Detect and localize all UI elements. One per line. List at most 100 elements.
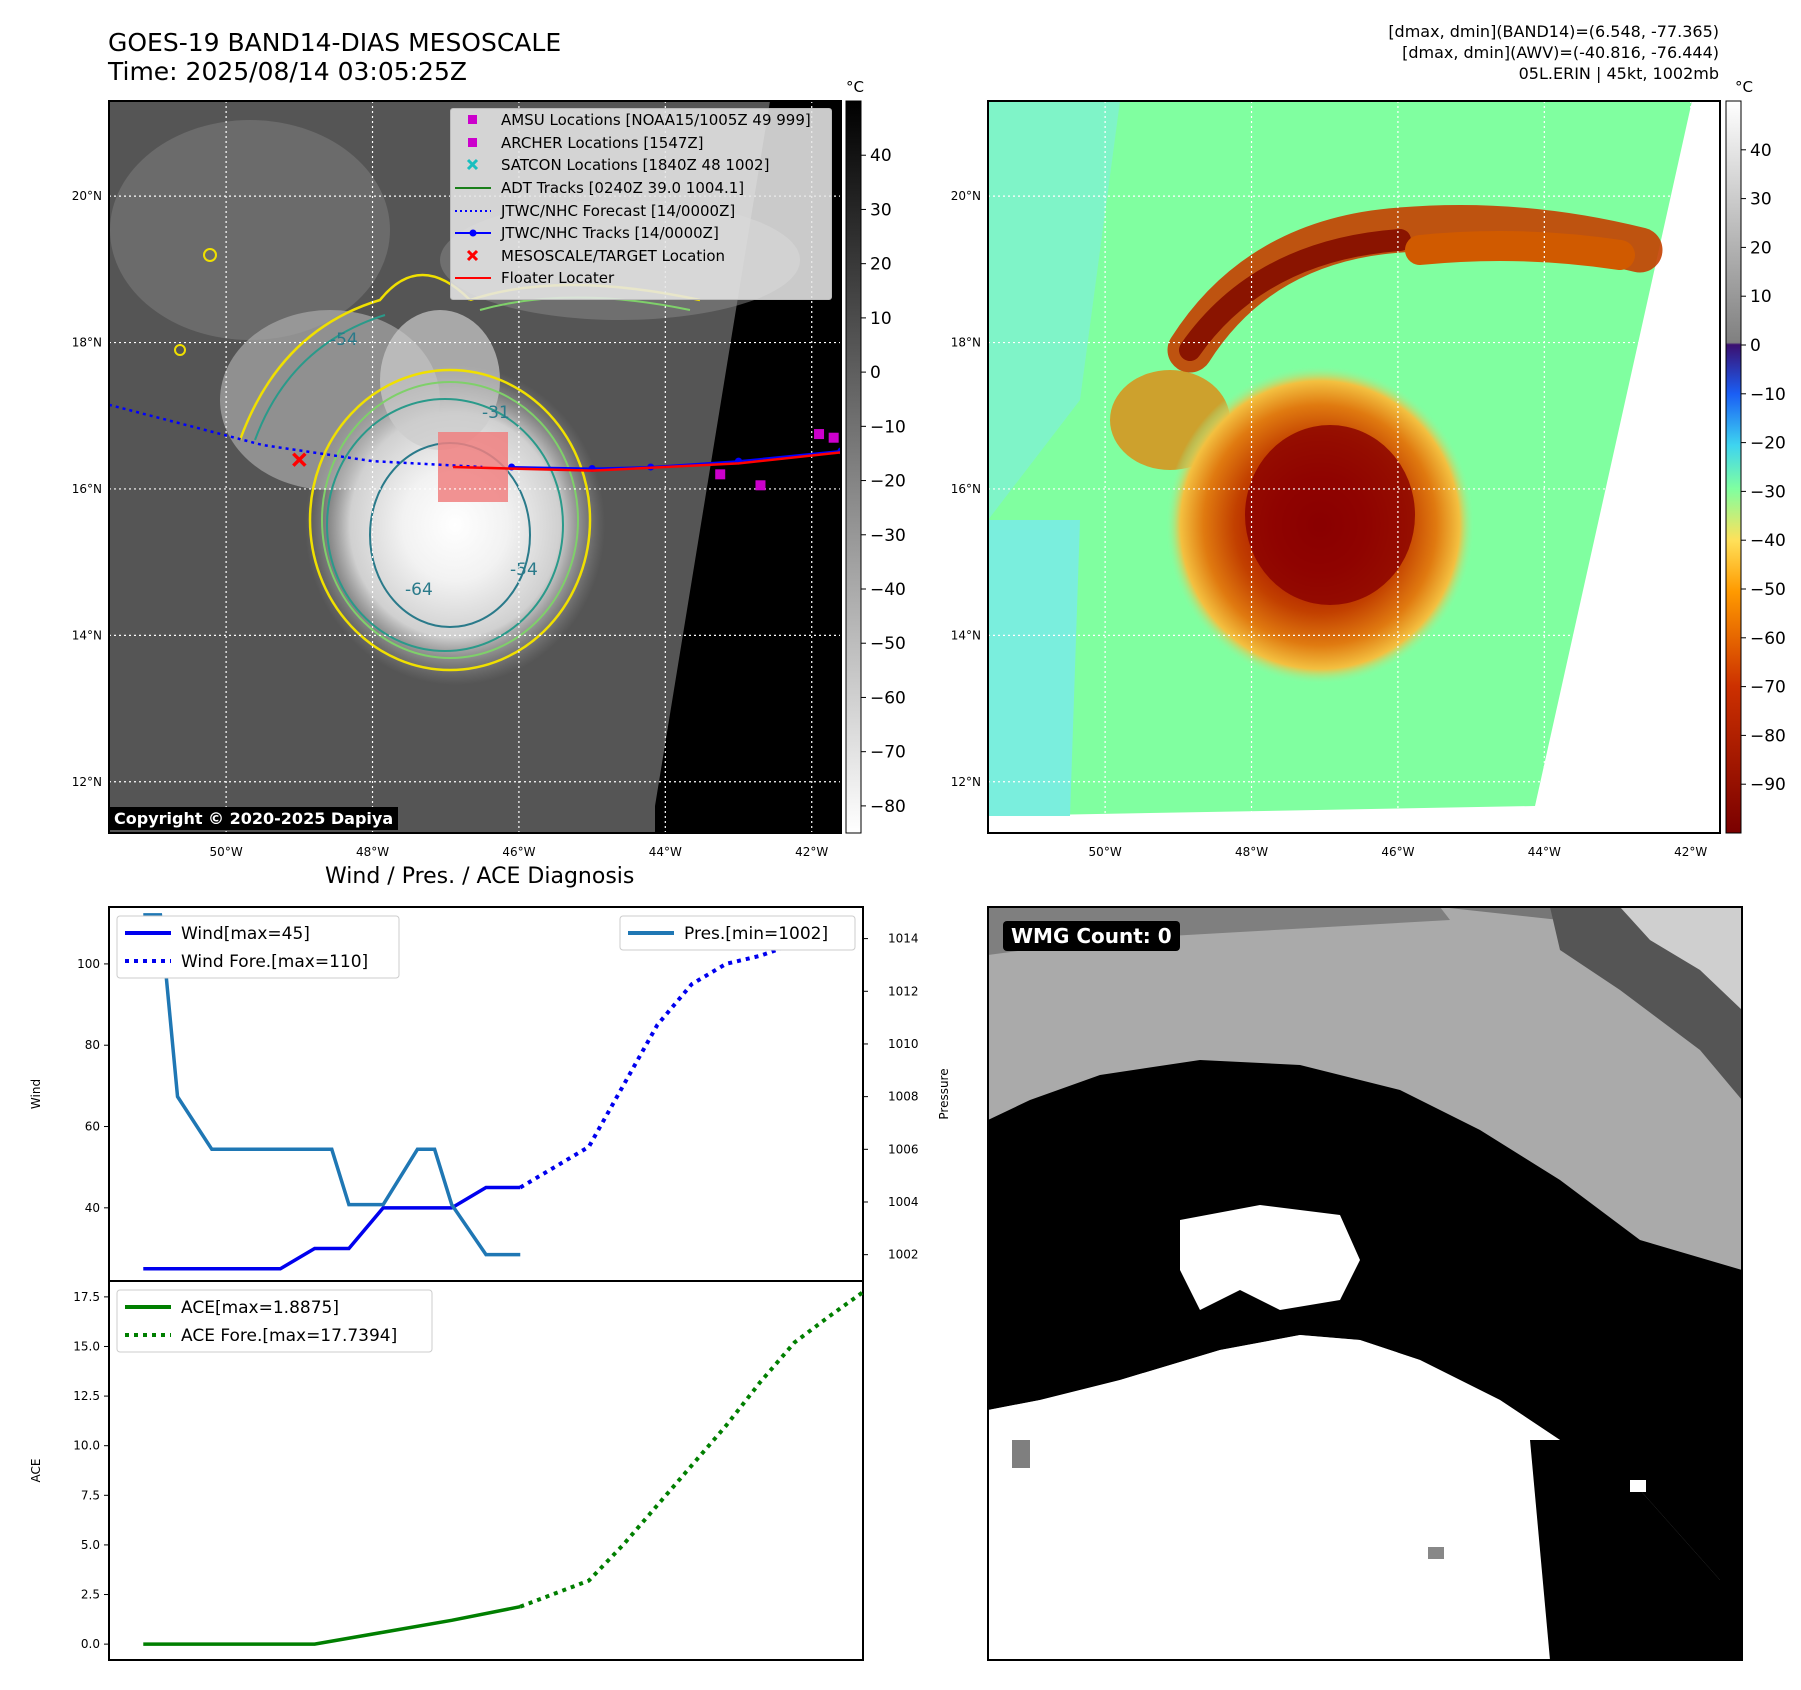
figure-time: Time: 2025/08/14 03:05:25Z bbox=[108, 57, 467, 86]
ace-tick-label: 7.5 bbox=[81, 1488, 100, 1502]
ir-map-panel: -31 -54 -64 -54 50°W 48°W 46°W 44°W 42°W 20°N… bbox=[72, 78, 1786, 859]
colorbar-tick-label: 0 bbox=[1750, 336, 1761, 356]
map-legend: AMSU Locations [NOAA15/1005Z 49 999] ARCH… bbox=[450, 108, 832, 300]
colorbar-tick-label: −20 bbox=[870, 472, 906, 492]
pressure-tick-label: 1012 bbox=[888, 984, 919, 998]
ace-tick-label: 10.0 bbox=[73, 1439, 100, 1453]
ace-tick-label: 15.0 bbox=[73, 1339, 100, 1353]
colorbar-tick-label: −80 bbox=[870, 797, 906, 817]
contour-label: -64 bbox=[405, 580, 433, 600]
legend-label: ARCHER Locations [1547Z] bbox=[501, 133, 704, 152]
legend-label: Floater Locater bbox=[501, 269, 615, 288]
legend-swatch bbox=[455, 187, 491, 190]
legend-swatch bbox=[455, 229, 491, 237]
lat-tick-label: 20°N bbox=[951, 189, 981, 203]
lat-tick-label: 16°N bbox=[951, 482, 981, 496]
diagnosis-legend-box bbox=[116, 1289, 433, 1353]
colorbar-tick-label: −50 bbox=[1750, 580, 1786, 600]
pressure-tick-label: 1010 bbox=[888, 1037, 919, 1051]
pressure-tick-label: 1006 bbox=[888, 1142, 919, 1156]
amsu-point bbox=[828, 432, 839, 443]
colorbar-tick-label: −80 bbox=[1750, 726, 1786, 746]
colorbar-tick-label: 40 bbox=[870, 146, 892, 166]
colorbar-tick-label: −90 bbox=[1750, 775, 1786, 795]
left-axis-ticks: 50°W 48°W 46°W 44°W 42°W 20°N 18°N 16°N 14°N 12°N bbox=[72, 189, 829, 859]
colorbar-tick-label: 30 bbox=[870, 200, 892, 220]
legend-label: SATCON Locations [1840Z 48 1002] bbox=[501, 156, 770, 175]
forecast-track-line bbox=[109, 403, 483, 469]
gray-colorbar bbox=[845, 100, 862, 834]
colorbar-tick-label: 30 bbox=[1750, 190, 1772, 210]
legend-swatch bbox=[466, 249, 479, 261]
diagnosis-legend-label: ACE Fore.[max=17.7394] bbox=[181, 1326, 397, 1346]
lat-tick-label: 14°N bbox=[72, 628, 102, 642]
diagnosis-legend-box bbox=[116, 915, 400, 979]
legend-swatch bbox=[466, 159, 479, 171]
legend-marker bbox=[468, 115, 477, 125]
wmg-panel bbox=[987, 906, 1743, 1661]
ace-tick-label: 12.5 bbox=[73, 1389, 100, 1403]
gray-colorbar-unit: °C bbox=[846, 78, 864, 96]
legend-entry: AMSU Locations [NOAA15/1005Z 49 999] bbox=[451, 109, 831, 132]
legend-label: JTWC/NHC Forecast [14/0000Z] bbox=[501, 201, 736, 220]
color-colorbar-unit: °C bbox=[1735, 78, 1753, 96]
series-line bbox=[143, 913, 521, 1257]
wind-tick-label: 60 bbox=[85, 1120, 100, 1134]
lat-tick-label: 16°N bbox=[72, 482, 102, 496]
legend-entry: ADT Tracks [0240Z 39.0 1004.1] bbox=[451, 177, 831, 200]
amsu-point bbox=[715, 469, 726, 480]
ace-tick-label: 2.5 bbox=[81, 1588, 100, 1602]
legend-marker bbox=[469, 229, 477, 237]
series-line bbox=[519, 941, 796, 1190]
colorbar-tick-label: −70 bbox=[1750, 678, 1786, 698]
color-colorbar bbox=[1725, 100, 1742, 834]
legend-marker bbox=[466, 249, 479, 261]
colorbar-tick-label: −10 bbox=[1750, 385, 1786, 405]
lat-tick-label: 12°N bbox=[72, 775, 102, 789]
diagnosis-title: Wind / Pres. / ACE Diagnosis bbox=[325, 864, 635, 889]
right-gridlines bbox=[988, 101, 1720, 833]
amsu-point bbox=[755, 480, 766, 491]
contour-label: -54 bbox=[510, 560, 538, 580]
lat-tick-label: 14°N bbox=[951, 628, 981, 642]
lat-tick-label: 20°N bbox=[72, 189, 102, 203]
diagnosis-axes-frame bbox=[108, 1280, 864, 1661]
ace-tick-label: 5.0 bbox=[81, 1538, 100, 1552]
legend-entry: MESOSCALE/TARGET Location bbox=[451, 245, 831, 268]
colorbar-tick-label: −50 bbox=[870, 634, 906, 654]
pressure-axis-label: Pressure bbox=[937, 1068, 951, 1119]
wind-axis-label: Wind bbox=[29, 1079, 43, 1109]
colorbar-tick-label: −60 bbox=[1750, 629, 1786, 649]
legend-label: MESOSCALE/TARGET Location bbox=[501, 246, 726, 265]
series-line bbox=[519, 1290, 865, 1609]
legend-entry: ARCHER Locations [1547Z] bbox=[451, 132, 831, 155]
legend-label: AMSU Locations [NOAA15/1005Z 49 999] bbox=[501, 111, 811, 130]
lat-tick-label: 12°N bbox=[951, 775, 981, 789]
legend-swatch bbox=[455, 209, 491, 212]
colorbar-tick-label: −30 bbox=[1750, 482, 1786, 502]
colorbar-tick-label: −40 bbox=[870, 580, 906, 600]
storm-info: 05L.ERIN | 45kt, 1002mb bbox=[1518, 64, 1719, 83]
lat-tick-label: 18°N bbox=[72, 336, 102, 350]
wind-tick-label: 100 bbox=[77, 957, 100, 971]
lon-tick-label: 46°W bbox=[502, 845, 535, 859]
legend-swatch bbox=[468, 115, 477, 125]
diagnosis-legend-label: Pres.[min=1002] bbox=[684, 924, 828, 944]
colorbar-tick-label: 10 bbox=[1750, 287, 1772, 307]
lat-tick-label: 18°N bbox=[951, 336, 981, 350]
lon-tick-label: 42°W bbox=[1674, 845, 1707, 859]
legend-label: ADT Tracks [0240Z 39.0 1004.1] bbox=[501, 179, 745, 198]
colorbar-tick-label: 0 bbox=[870, 363, 881, 383]
pressure-tick-label: 1004 bbox=[888, 1195, 919, 1209]
colorbar-tick-label: −60 bbox=[870, 688, 906, 708]
target-marker bbox=[292, 452, 307, 467]
legend-entry: JTWC/NHC Tracks [14/0000Z] bbox=[451, 222, 831, 245]
legend-swatch bbox=[468, 137, 477, 147]
left-tracks bbox=[109, 403, 841, 491]
colorbar-tick-label: 20 bbox=[1750, 238, 1772, 258]
gray-colorbar-ticks: 40 30 20 10 0 −10 −20 −30 −40 −50 −60 −70 −80 bbox=[861, 146, 906, 817]
wind-tick-label: 40 bbox=[85, 1201, 100, 1215]
floater-track-line bbox=[453, 451, 841, 472]
dmax-band14: [dmax, dmin](BAND14)=(6.548, -77.365) bbox=[1388, 22, 1719, 41]
pressure-tick-label: 1008 bbox=[888, 1090, 919, 1104]
